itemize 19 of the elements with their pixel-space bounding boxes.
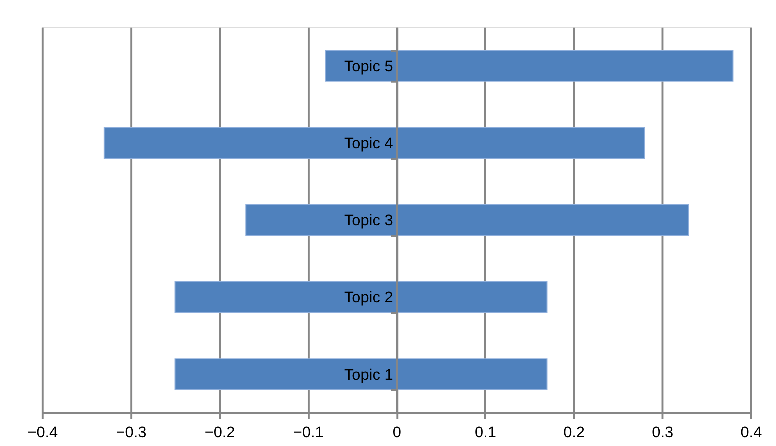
y-tick-label: Topic 5 bbox=[344, 58, 394, 76]
bar bbox=[325, 50, 734, 82]
bar bbox=[174, 281, 548, 314]
bar bbox=[174, 358, 548, 390]
x-tick-label: 0.2 bbox=[564, 424, 585, 442]
x-tick-label: 0.4 bbox=[740, 424, 763, 442]
bar bbox=[104, 127, 646, 160]
x-tick-label: −0.1 bbox=[293, 424, 324, 442]
y-tick-label: Topic 2 bbox=[344, 290, 394, 307]
y-tick-label: Topic 1 bbox=[344, 366, 394, 384]
y-tick-label: Topic 4 bbox=[344, 135, 394, 152]
y-tick-label: Topic 3 bbox=[344, 212, 394, 230]
bar bbox=[246, 204, 690, 236]
x-tick-label: 0.3 bbox=[652, 424, 674, 442]
x-tick-label: −0.2 bbox=[204, 424, 236, 442]
x-tick-label: 0.1 bbox=[475, 424, 496, 442]
x-tick-label: −0.4 bbox=[28, 424, 59, 442]
x-tick-label: 0 bbox=[392, 424, 402, 442]
x-tick-label: −0.3 bbox=[116, 424, 147, 442]
